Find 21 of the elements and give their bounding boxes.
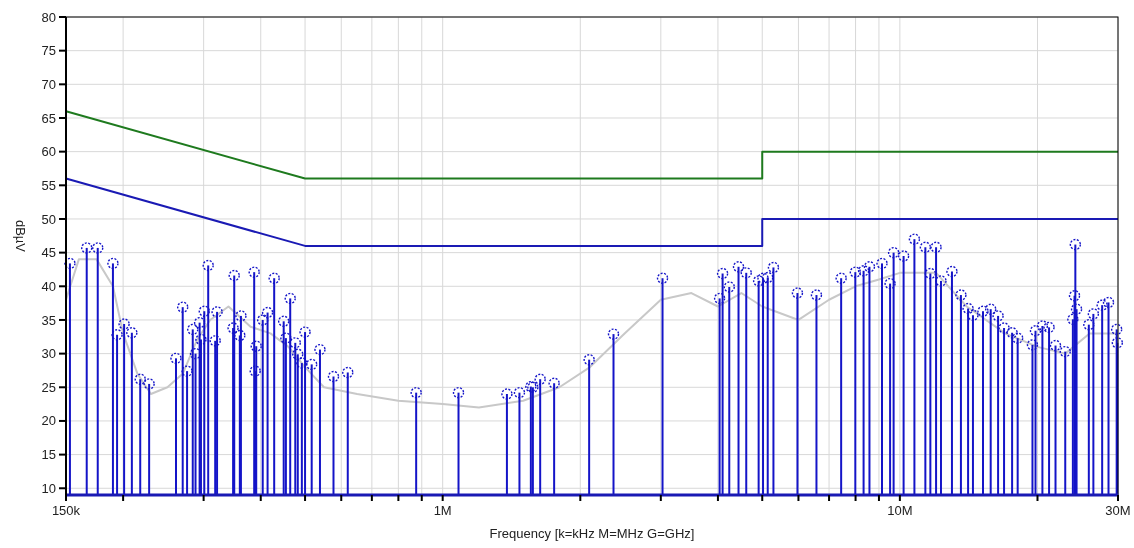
y-tick-label: 80 xyxy=(41,9,56,25)
y-tick-label: 15 xyxy=(41,447,56,463)
y-axis-title: dBµV xyxy=(13,219,28,253)
y-tick-label: 40 xyxy=(41,278,56,294)
y-tick-label: 10 xyxy=(41,480,56,496)
y-tick-label: 65 xyxy=(41,110,56,126)
y-tick-label: 55 xyxy=(41,177,56,193)
x-tick-label: 10M xyxy=(887,503,913,518)
x-tick-label: 150k xyxy=(51,503,81,518)
x-tick-label: 30M xyxy=(1105,503,1131,518)
y-tick-label: 45 xyxy=(41,245,56,261)
y-tick-label: 75 xyxy=(41,43,56,59)
y-tick-label: 60 xyxy=(41,144,56,160)
y-tick-label: 20 xyxy=(41,413,56,429)
y-tick-label: 50 xyxy=(41,211,56,227)
x-axis-title: Frequency [k=kHz M=MHz G=GHz] xyxy=(489,526,695,541)
y-tick-label: 70 xyxy=(41,76,56,92)
x-tick-label: 1M xyxy=(433,503,452,518)
y-tick-label: 35 xyxy=(41,312,56,328)
y-tick-label: 25 xyxy=(41,379,56,395)
y-tick-label: 30 xyxy=(41,346,56,362)
